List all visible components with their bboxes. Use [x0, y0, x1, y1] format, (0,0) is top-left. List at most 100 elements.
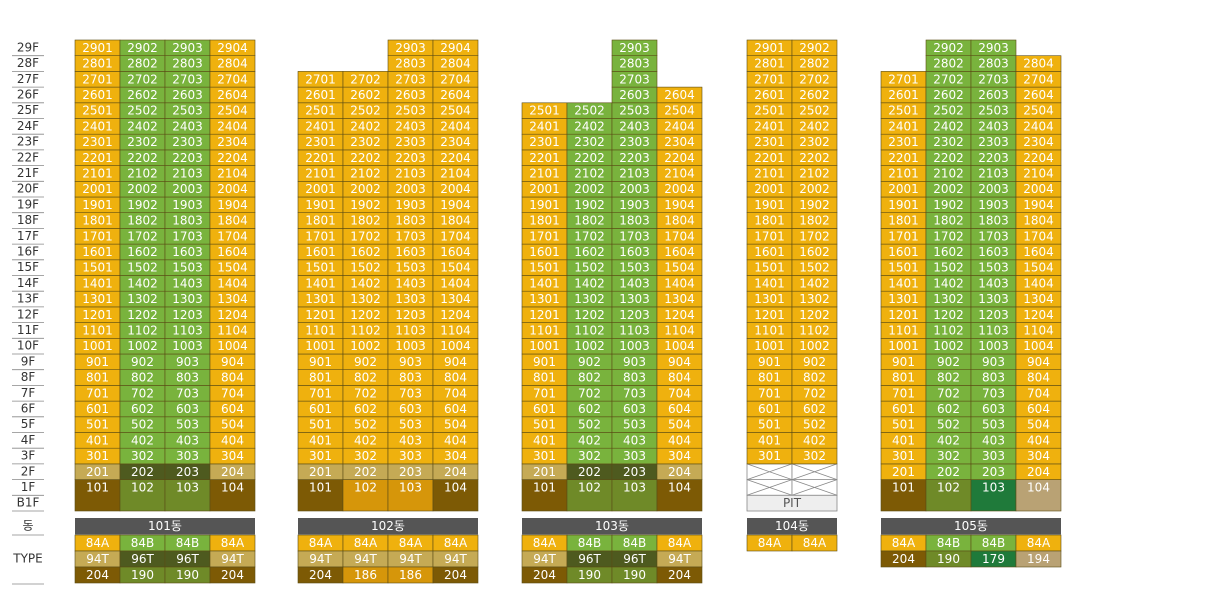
- unit-number: 701: [892, 386, 915, 400]
- unit-number: 1503: [619, 261, 650, 275]
- unit-number: 2301: [82, 135, 113, 149]
- type-text: 190: [623, 568, 646, 582]
- unit-number: 1503: [172, 261, 203, 275]
- unit-number: 903: [399, 355, 422, 369]
- unit-number: 801: [86, 371, 109, 385]
- unit-number: 1701: [754, 229, 785, 243]
- unit-number: 103: [982, 480, 1005, 494]
- unit-number: 103: [176, 480, 199, 494]
- unit-number: 1604: [1023, 245, 1054, 259]
- unit-number: 2701: [754, 72, 785, 86]
- unit-number: 303: [982, 449, 1005, 463]
- unit-number: 2503: [172, 104, 203, 118]
- unit-number: 2202: [574, 151, 605, 165]
- unit-number: 1604: [664, 245, 695, 259]
- unit-number: 704: [221, 386, 244, 400]
- unit-number: 1603: [172, 245, 203, 259]
- unit-number: 704: [668, 386, 691, 400]
- unit-number: 302: [354, 449, 377, 463]
- unit-number: 2401: [82, 119, 113, 133]
- unit-number: 501: [86, 418, 109, 432]
- unit-number: 1603: [395, 245, 426, 259]
- unit-number: 2003: [978, 182, 1009, 196]
- unit-number: 502: [354, 418, 377, 432]
- unit-number: 702: [578, 386, 601, 400]
- unit-number: 1602: [574, 245, 605, 259]
- unit-cell: [119, 479, 166, 512]
- unit-number: 2803: [172, 57, 203, 71]
- type-text: 94T: [354, 552, 377, 566]
- unit-number: 801: [309, 371, 332, 385]
- unit-number: 204: [444, 465, 467, 479]
- unit-number: 502: [131, 418, 154, 432]
- type-text: 84A: [86, 536, 110, 550]
- unit-number: 2302: [127, 135, 158, 149]
- unit-number: 401: [533, 433, 556, 447]
- unit-number: 404: [1027, 433, 1050, 447]
- unit-number: 2703: [978, 72, 1009, 86]
- unit-number: 1504: [664, 261, 695, 275]
- unit-number: 2304: [664, 135, 695, 149]
- type-text: 186: [354, 568, 377, 582]
- unit-number: 2804: [1023, 57, 1054, 71]
- unit-cell: [656, 479, 703, 512]
- building-name: 103동: [595, 519, 629, 533]
- unit-number: 1901: [305, 198, 336, 212]
- unit-number: 301: [892, 449, 915, 463]
- unit-number: 602: [803, 402, 826, 416]
- unit-number: 2203: [978, 151, 1009, 165]
- unit-number: 304: [221, 449, 244, 463]
- unit-number: 1803: [172, 214, 203, 228]
- unit-number: 2002: [127, 182, 158, 196]
- floor-label: 1F: [21, 480, 36, 494]
- unit-number: 2501: [888, 104, 919, 118]
- unit-cell: [611, 479, 658, 512]
- unit-number: 503: [982, 418, 1005, 432]
- unit-number: 1804: [664, 214, 695, 228]
- unit-number: 2401: [754, 119, 785, 133]
- unit-number: 403: [399, 433, 422, 447]
- unit-number: 2202: [933, 151, 964, 165]
- cross: [746, 463, 793, 480]
- unit-number: 2903: [172, 41, 203, 55]
- unit-number: 1903: [395, 198, 426, 212]
- unit-number: 2501: [82, 104, 113, 118]
- unit-number: 803: [399, 371, 422, 385]
- unit-number: 2001: [82, 182, 113, 196]
- unit-number: 904: [444, 355, 467, 369]
- unit-number: 1903: [172, 198, 203, 212]
- unit-number: 1601: [82, 245, 113, 259]
- type-text: 84A: [1027, 536, 1051, 550]
- unit-number: 2203: [395, 151, 426, 165]
- unit-number: 2503: [978, 104, 1009, 118]
- unit-number: 401: [892, 433, 915, 447]
- unit-number: 701: [758, 386, 781, 400]
- unit-number: 601: [758, 402, 781, 416]
- unit-number: 2403: [619, 119, 650, 133]
- unit-number: 2101: [82, 166, 113, 180]
- unit-number: 1901: [82, 198, 113, 212]
- unit-number: 1003: [395, 339, 426, 353]
- type-text: 204: [668, 568, 691, 582]
- type-text: 186: [399, 568, 422, 582]
- floor-label: 7F: [21, 386, 36, 400]
- unit-number: 803: [176, 371, 199, 385]
- floor-label: 15F: [17, 260, 39, 274]
- unit-number: 503: [623, 418, 646, 432]
- floor-label: 2F: [21, 464, 36, 478]
- floor-label: 25F: [17, 103, 39, 117]
- unit-number: 901: [892, 355, 915, 369]
- unit-number: 2803: [619, 57, 650, 71]
- unit-number: 604: [444, 402, 467, 416]
- unit-number: 1201: [529, 308, 560, 322]
- unit-number: 402: [354, 433, 377, 447]
- unit-number: 1901: [754, 198, 785, 212]
- unit-number: 1002: [127, 339, 158, 353]
- floor-label: 13F: [17, 292, 39, 306]
- unit-number: 902: [131, 355, 154, 369]
- unit-number: 2202: [799, 151, 830, 165]
- unit-number: 1002: [350, 339, 381, 353]
- unit-number: 2201: [754, 151, 785, 165]
- unit-number: 301: [758, 449, 781, 463]
